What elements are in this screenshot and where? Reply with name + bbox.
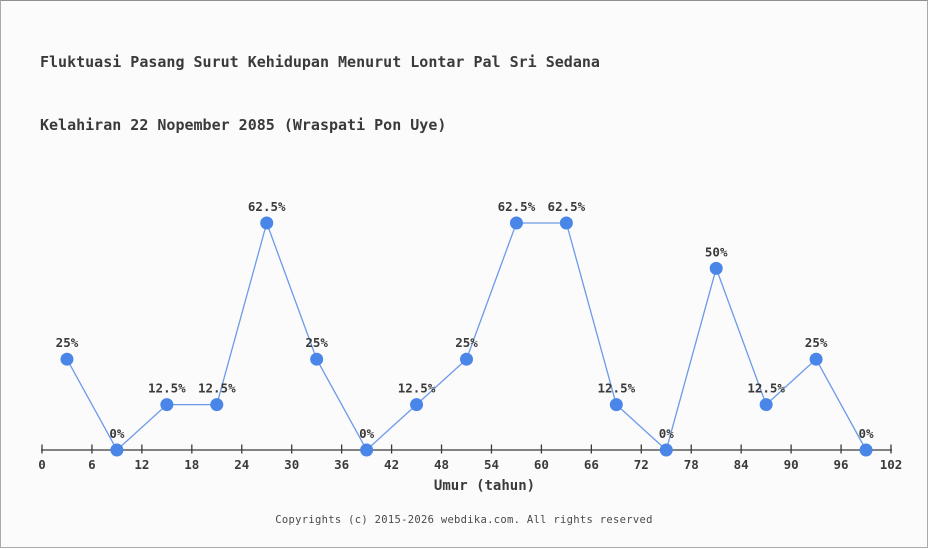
data-point-label: 25% [305, 335, 328, 350]
x-axis-tick-label: 60 [534, 457, 549, 472]
data-point-label: 0% [858, 426, 874, 441]
x-axis-tick-label: 72 [634, 457, 649, 472]
data-point-label: 0% [659, 426, 675, 441]
data-point-label: 25% [455, 335, 478, 350]
x-axis-tick-label: 0 [38, 457, 46, 472]
data-point-marker [809, 352, 823, 366]
data-point-label: 12.5% [398, 381, 436, 396]
x-axis-tick-label: 102 [880, 457, 903, 472]
data-point-label: 50% [705, 244, 728, 259]
data-point-marker [260, 216, 274, 230]
data-point-marker [859, 443, 873, 457]
x-axis-tick-label: 66 [584, 457, 599, 472]
x-axis-tick-label: 84 [734, 457, 749, 472]
data-point-marker [509, 216, 523, 230]
x-axis-tick-label: 18 [184, 457, 199, 472]
data-point-marker [310, 352, 324, 366]
data-point-label: 25% [805, 335, 828, 350]
data-point-marker [210, 398, 224, 412]
data-point-label: 0% [109, 426, 125, 441]
footer-copyright: Copyrights (c) 2015-2026 webdika.com. Al… [275, 514, 653, 526]
line-chart-canvas: 0 6 12 18 24 30 36 42 48 54 60 66 72 78 84 90 96 102 25% 0%… [38, 199, 903, 494]
x-axis-tick-label: 42 [384, 457, 399, 472]
x-axis-tick-label: 54 [484, 457, 499, 472]
data-point-marker [360, 443, 374, 457]
chart-title-line2: Kelahiran 22 Nopember 2085 (Wraspati Pon… [40, 116, 447, 134]
data-point-marker [160, 398, 174, 412]
data-point-label: 12.5% [148, 381, 186, 396]
data-point-label: 62.5% [248, 199, 286, 214]
data-point-label: 12.5% [747, 381, 785, 396]
data-point-marker [609, 398, 623, 412]
x-axis-title: Umur (tahun) [434, 478, 535, 494]
data-point-label: 12.5% [598, 381, 636, 396]
data-point-marker [410, 398, 424, 412]
x-axis-tick-label: 30 [284, 457, 299, 472]
x-axis-tick-label: 90 [784, 457, 799, 472]
data-point-marker [759, 398, 773, 412]
data-point-marker [110, 443, 124, 457]
chart-title: Fluktuasi Pasang Surut Kehidupan Menurut… [40, 10, 600, 178]
x-axis-tick-label: 96 [834, 457, 849, 472]
data-point-label: 0% [359, 426, 375, 441]
data-point-marker [460, 352, 473, 366]
x-axis-tick-label: 78 [684, 457, 699, 472]
x-axis-tick-label: 24 [234, 457, 249, 472]
data-point-marker [60, 352, 74, 366]
data-point-marker [559, 216, 573, 230]
x-axis-tick-label: 36 [334, 457, 349, 472]
data-point-marker [709, 261, 723, 275]
x-axis-tick-label: 48 [434, 457, 449, 472]
data-point-label: 62.5% [548, 199, 586, 214]
x-axis-tick-label: 6 [88, 457, 96, 472]
data-point-label: 25% [56, 335, 79, 350]
x-axis-tick-label: 12 [134, 457, 149, 472]
data-point-marker [659, 443, 673, 457]
data-point-label: 62.5% [498, 199, 536, 214]
data-point-label: 12.5% [198, 381, 236, 396]
chart-title-line1: Fluktuasi Pasang Surut Kehidupan Menurut… [40, 53, 600, 71]
